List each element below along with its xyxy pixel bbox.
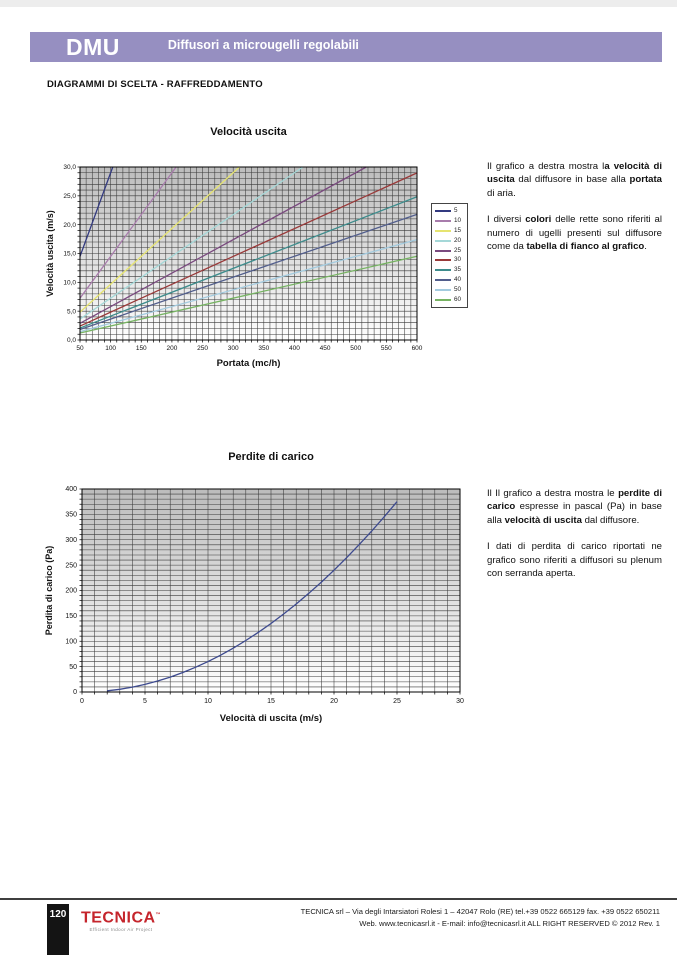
svg-text:600: 600 bbox=[412, 345, 423, 352]
svg-text:350: 350 bbox=[65, 512, 77, 519]
svg-text:500: 500 bbox=[350, 345, 361, 352]
legend-line-swatch bbox=[435, 239, 451, 242]
velocity-chart: 50 100 150 200 250 300 350 400 450 500 550 600 0,0 5,… bbox=[45, 126, 423, 369]
svg-text:150: 150 bbox=[136, 345, 147, 352]
svg-text:25,0: 25,0 bbox=[63, 193, 76, 200]
legend-label: 30 bbox=[454, 256, 462, 264]
legend-label: 40 bbox=[454, 276, 462, 284]
velocity-chart-description: Il grafico a destra mostra la velocità d… bbox=[487, 160, 662, 266]
footer-divider bbox=[0, 898, 677, 900]
svg-text:50: 50 bbox=[69, 664, 77, 671]
svg-text:Perdite di carico: Perdite di carico bbox=[228, 451, 314, 463]
svg-text:550: 550 bbox=[381, 345, 392, 352]
legend-label: 5 bbox=[454, 207, 458, 214]
paragraph: I dati di perdita di carico riportati ne… bbox=[487, 541, 662, 580]
logo-tagline: Efficient Indoor Air Project bbox=[89, 927, 153, 933]
logo-wordmark: TECNICA™ bbox=[80, 909, 162, 927]
svg-text:Velocità di uscita (m/s): Velocità di uscita (m/s) bbox=[220, 713, 322, 724]
legend-label: 35 bbox=[454, 266, 462, 274]
banner-subtitle: Diffusori a microugelli regolabili bbox=[167, 38, 359, 52]
svg-text:100: 100 bbox=[105, 345, 116, 352]
svg-text:5: 5 bbox=[143, 698, 147, 705]
legend-item: 25 bbox=[435, 247, 464, 255]
paragraph: Il grafico a destra mostra la velocità d… bbox=[487, 161, 663, 199]
svg-text:10: 10 bbox=[204, 698, 212, 705]
legend-item: 30 bbox=[435, 256, 464, 264]
svg-text:100: 100 bbox=[65, 638, 77, 645]
pressure-loss-chart: 0 5 10 15 20 25 30050100150200250300350400Perd… bbox=[44, 451, 464, 724]
svg-text:400: 400 bbox=[289, 345, 300, 352]
header-banner: DMU Diffusori a microugelli regolabili bbox=[30, 32, 662, 62]
svg-text:Perdita di carico (Pa): Perdita di carico (Pa) bbox=[44, 546, 54, 636]
svg-text:30,0: 30,0 bbox=[63, 164, 76, 171]
svg-text:5,0: 5,0 bbox=[67, 308, 76, 315]
legend-line-swatch bbox=[435, 229, 451, 232]
legend-line-swatch bbox=[435, 259, 451, 262]
legend-item: 40 bbox=[435, 276, 464, 284]
legend-line-swatch bbox=[435, 289, 451, 291]
legend-line-swatch bbox=[435, 269, 451, 272]
svg-text:25: 25 bbox=[393, 698, 401, 705]
legend-line-swatch bbox=[435, 249, 451, 252]
pressure-chart-description: Il Il grafico a destra mostra le perdite… bbox=[487, 487, 662, 593]
legend-label: 60 bbox=[454, 295, 462, 303]
svg-text:10,0: 10,0 bbox=[63, 280, 76, 287]
svg-text:Velocità uscita (m/s): Velocità uscita (m/s) bbox=[45, 210, 55, 297]
product-code: DMU bbox=[66, 34, 120, 60]
svg-text:Velocità uscita: Velocità uscita bbox=[210, 126, 287, 138]
paragraph: Il Il grafico a destra mostra le perdite… bbox=[487, 488, 662, 526]
svg-text:20: 20 bbox=[330, 698, 338, 705]
legend-item: 5 bbox=[435, 207, 464, 215]
svg-text:20,0: 20,0 bbox=[63, 222, 76, 229]
footer-contact: TECNICA srl – Via degli Intarsiatori Rol… bbox=[301, 906, 660, 929]
company-logo: TECNICA™ Efficient Indoor Air Project bbox=[76, 907, 166, 933]
legend-label: 10 bbox=[454, 216, 462, 224]
nozzle-count-legend: 5 10 15 20 25 30 35 40 50 60 bbox=[431, 203, 468, 308]
legend-label: 25 bbox=[454, 246, 462, 254]
svg-text:350: 350 bbox=[258, 345, 269, 352]
svg-text:150: 150 bbox=[65, 613, 77, 620]
page-number-badge: 120 bbox=[47, 904, 69, 955]
footer-address-line: TECNICA srl – Via degli Intarsiatori Rol… bbox=[300, 907, 660, 916]
section-title: DIAGRAMMI DI SCELTA - RAFFREDDAMENTO bbox=[47, 79, 263, 90]
legend-label: 15 bbox=[454, 226, 462, 234]
svg-text:15,0: 15,0 bbox=[63, 251, 76, 258]
svg-text:Portata (mc/h): Portata (mc/h) bbox=[217, 358, 281, 369]
svg-text:300: 300 bbox=[65, 537, 77, 544]
page-top-edge bbox=[0, 0, 677, 7]
legend-label: 20 bbox=[454, 236, 462, 244]
trademark-symbol: ™ bbox=[155, 912, 162, 918]
svg-text:200: 200 bbox=[166, 345, 177, 352]
legend-line-swatch bbox=[435, 210, 451, 212]
svg-text:30: 30 bbox=[456, 698, 464, 705]
legend-line-swatch bbox=[435, 298, 451, 301]
legend-item: 35 bbox=[435, 266, 464, 274]
legend-item: 20 bbox=[435, 237, 464, 245]
legend-item: 50 bbox=[435, 286, 464, 294]
legend-line-swatch bbox=[435, 279, 451, 282]
svg-text:200: 200 bbox=[65, 588, 77, 595]
svg-text:0: 0 bbox=[80, 698, 84, 705]
footer-web-line: Web. www.tecnicasrl.it - E-mail: info@te… bbox=[359, 918, 660, 928]
legend-item: 15 bbox=[435, 227, 464, 235]
svg-text:300: 300 bbox=[228, 345, 239, 352]
legend-label: 50 bbox=[454, 286, 462, 293]
paragraph: I diversi colori delle rette sono riferi… bbox=[487, 214, 662, 253]
page-number: 120 bbox=[49, 909, 67, 920]
svg-text:50: 50 bbox=[76, 345, 84, 352]
legend-line-swatch bbox=[435, 219, 451, 222]
svg-text:450: 450 bbox=[320, 345, 331, 352]
svg-text:250: 250 bbox=[65, 562, 77, 569]
svg-text:250: 250 bbox=[197, 345, 208, 352]
svg-text:15: 15 bbox=[267, 698, 275, 705]
svg-text:400: 400 bbox=[65, 486, 77, 493]
svg-text:0: 0 bbox=[73, 689, 77, 696]
svg-text:0,0: 0,0 bbox=[67, 337, 76, 344]
legend-item: 10 bbox=[435, 217, 464, 225]
legend-item: 60 bbox=[435, 296, 464, 304]
